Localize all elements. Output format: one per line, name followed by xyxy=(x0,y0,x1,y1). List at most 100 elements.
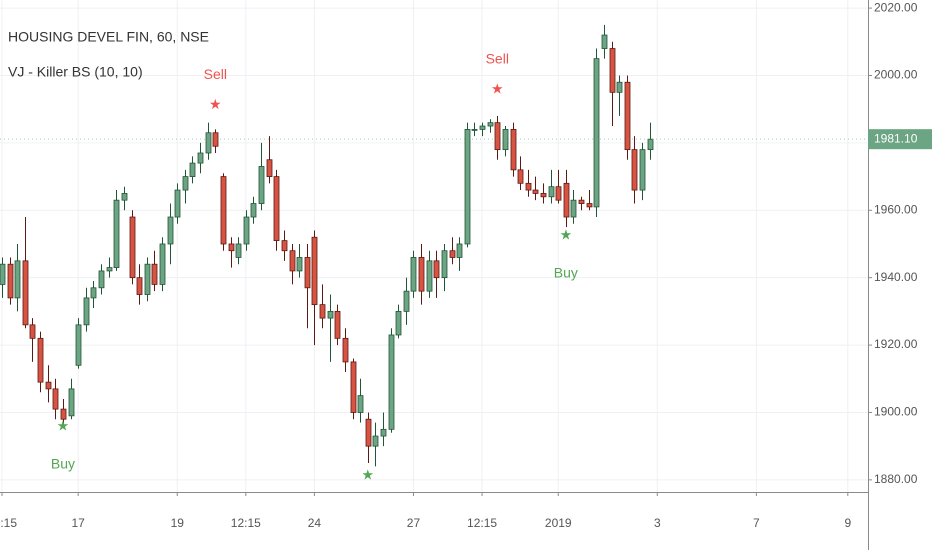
candle-body xyxy=(578,199,585,204)
candle-body xyxy=(327,310,334,319)
candle-body xyxy=(631,149,638,191)
candle-body xyxy=(456,243,463,258)
x-tick-label: 7 xyxy=(753,516,760,530)
candle-body xyxy=(0,263,6,285)
last-price-tag xyxy=(868,129,932,150)
candle-body xyxy=(311,236,318,306)
candle-body xyxy=(75,324,82,366)
x-tick-label: 27 xyxy=(407,516,421,530)
candle-body xyxy=(174,189,181,218)
candle-body xyxy=(83,297,90,326)
candle-body xyxy=(350,361,357,413)
candle-body xyxy=(532,189,539,194)
candle-body xyxy=(479,125,486,130)
y-tick-label: 2020.00 xyxy=(874,0,918,14)
x-tick-label: 12:15 xyxy=(231,516,261,530)
candle-body xyxy=(197,152,204,164)
candle-body xyxy=(60,408,67,420)
candle-body xyxy=(525,182,532,191)
signal-marker: ★ xyxy=(57,418,70,434)
chart-title: HOUSING DEVEL FIN, 60, NSE xyxy=(8,29,209,45)
signal-marker: ★ xyxy=(209,96,222,112)
candle-body xyxy=(464,129,471,245)
candle-body xyxy=(235,243,242,258)
candle-body xyxy=(37,337,44,383)
signal-label: Sell xyxy=(204,66,227,82)
candle-body xyxy=(433,260,440,279)
candle-body xyxy=(289,250,296,272)
y-tick-label: 1960.00 xyxy=(874,202,918,216)
candle-body xyxy=(14,260,21,299)
y-tick-label: 2000.00 xyxy=(874,68,918,82)
candle-body xyxy=(22,260,29,326)
candle-body xyxy=(121,193,128,201)
candle-body xyxy=(243,216,250,245)
x-tick-label: 19 xyxy=(171,516,185,530)
candle-body xyxy=(647,138,654,151)
candle-body xyxy=(159,243,166,285)
plot: ★ Buy ★ Sell ★ ★ Sell ★ Buy xyxy=(0,24,868,483)
candle-body xyxy=(388,334,395,430)
candle-body xyxy=(113,199,120,268)
candle-body xyxy=(418,257,425,292)
candle-body xyxy=(273,176,280,242)
grid xyxy=(0,0,868,492)
candle-body xyxy=(228,243,235,252)
candle-body xyxy=(555,186,562,201)
candle-body xyxy=(266,159,273,177)
candle-body xyxy=(593,58,600,208)
candle-body xyxy=(52,388,59,410)
candle-body xyxy=(129,216,136,279)
candle-body xyxy=(471,129,478,131)
x-tick-label: 2019 xyxy=(545,516,572,530)
candle-body xyxy=(365,418,372,447)
candle-body xyxy=(334,310,341,339)
candle-body xyxy=(296,257,303,272)
candle-body xyxy=(494,122,501,151)
signal-marker: ★ xyxy=(560,227,573,243)
candle-body xyxy=(182,176,189,191)
candle-body xyxy=(601,34,608,49)
x-tick-label: 17 xyxy=(72,516,86,530)
candle-body xyxy=(189,162,196,177)
candle-body xyxy=(220,176,227,245)
candle-body xyxy=(212,132,219,147)
candle-body xyxy=(98,270,105,289)
candle-body xyxy=(395,310,402,336)
x-tick-label: 3 xyxy=(654,516,661,530)
candle-body xyxy=(281,240,288,252)
candle-body xyxy=(68,388,75,417)
signal-label: Buy xyxy=(554,265,578,281)
candle-body xyxy=(136,277,143,295)
candle-body xyxy=(403,290,410,312)
candle-body xyxy=(205,132,212,154)
candle-body xyxy=(45,381,52,390)
candle-body xyxy=(144,263,151,295)
candle-body xyxy=(90,287,97,299)
signal-label: Sell xyxy=(486,51,509,67)
candle-body xyxy=(548,186,555,198)
candle-body xyxy=(426,260,433,292)
x-tick-label: 24 xyxy=(308,516,322,530)
x-tick-label: 9 xyxy=(844,516,851,530)
candle-body xyxy=(449,250,456,258)
candle-body xyxy=(380,428,387,437)
candle-body xyxy=(304,257,311,289)
last-price-label: 1981.10 xyxy=(874,131,918,145)
x-tick-label: 12:15 xyxy=(0,516,17,530)
y-tick-label: 1940.00 xyxy=(874,270,918,284)
candle-body xyxy=(616,81,623,93)
candle-body xyxy=(151,263,158,285)
candle-body xyxy=(342,337,349,363)
signal-marker: ★ xyxy=(491,81,504,97)
candle-body xyxy=(372,435,379,447)
candle-body xyxy=(258,166,265,204)
candle-body xyxy=(639,149,646,191)
candle-body xyxy=(357,395,364,413)
candle-body xyxy=(563,182,570,218)
candle-body xyxy=(250,203,257,218)
y-tick-label: 1920.00 xyxy=(874,337,918,351)
candle-body xyxy=(502,129,509,151)
